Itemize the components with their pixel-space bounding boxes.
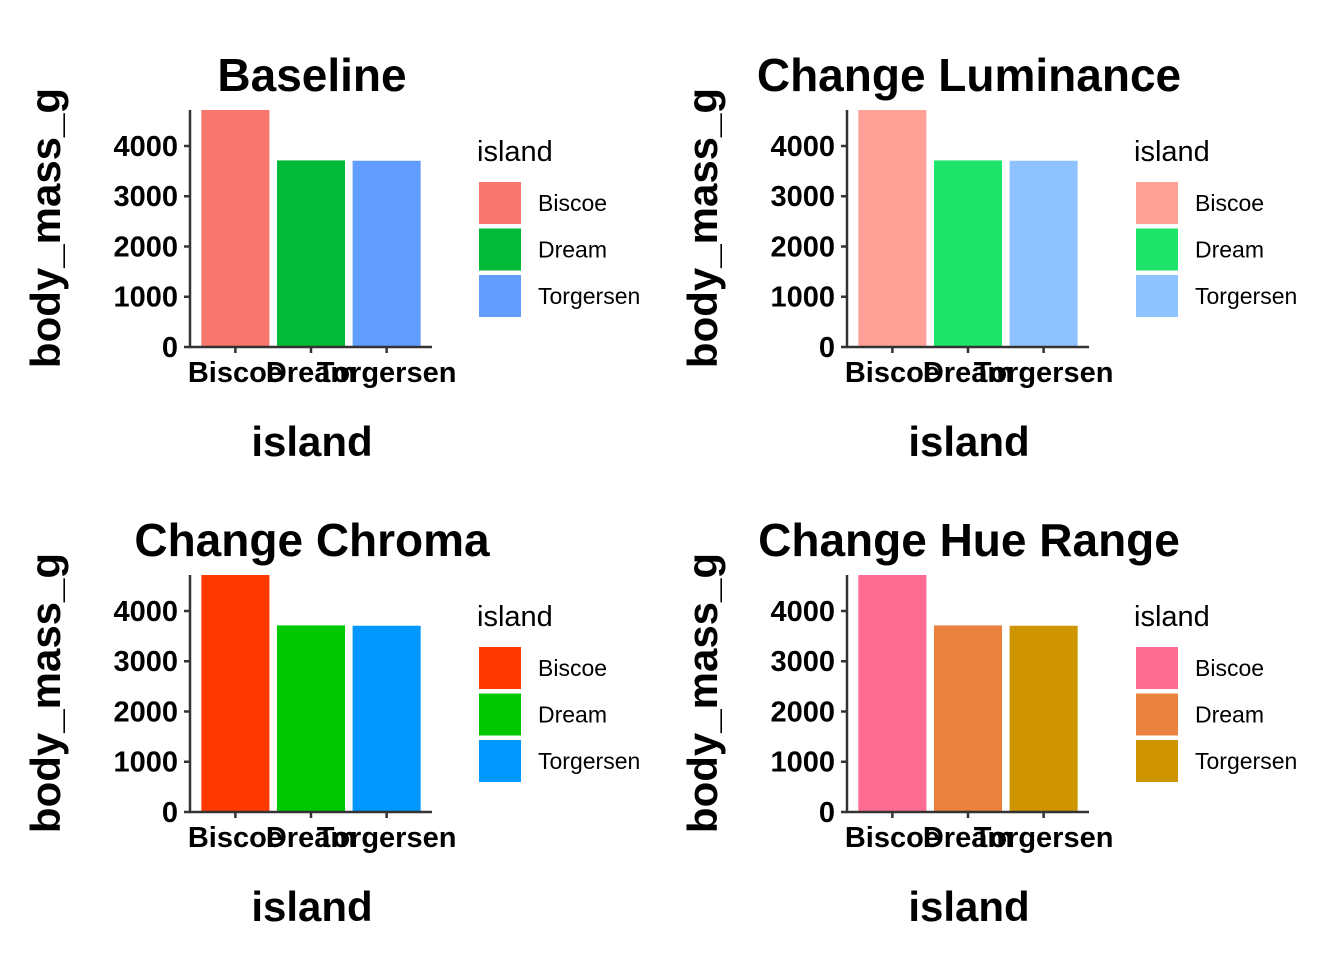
legend-title: island [477, 601, 553, 633]
y-axis-title: body_mass_g [22, 88, 69, 368]
y-tick-label: 4000 [113, 131, 178, 163]
legend: island Biscoe Dream Torgersen [477, 136, 640, 317]
x-axis-title: island [908, 418, 1029, 465]
y-tick-label: 4000 [113, 596, 178, 628]
y-tick-label: 0 [819, 797, 835, 829]
y-tick-label: 2000 [770, 231, 835, 263]
chart-title: Baseline [217, 49, 406, 101]
x-tick-label: Torgersen [974, 357, 1114, 389]
legend: island Biscoe Dream Torgersen [477, 601, 640, 782]
legend-label: Dream [538, 702, 607, 728]
y-tick-label: 2000 [113, 231, 178, 263]
chart-panel-3: Change ChromaBiscoeDreamTorgersen0100020… [22, 514, 640, 930]
legend-label: Dream [1195, 237, 1264, 263]
legend-label: Torgersen [1195, 748, 1297, 774]
chart-panel-2: Change LuminanceBiscoeDreamTorgersen0100… [679, 49, 1297, 465]
y-tick-label: 4000 [770, 596, 835, 628]
bar-torgersen [352, 625, 421, 812]
y-tick-label: 0 [162, 797, 178, 829]
bar-dream [276, 160, 346, 347]
x-tick-label: Torgersen [317, 357, 457, 389]
legend-key-torgersen [1136, 740, 1178, 782]
x-tick-label: Dream [266, 357, 356, 389]
legend-label: Biscoe [1195, 655, 1264, 681]
y-tick-label: 2000 [113, 696, 178, 728]
legend-key-torgersen [1136, 275, 1178, 317]
x-tick-label: Biscoe [845, 357, 940, 389]
y-tick-label: 4000 [770, 131, 835, 163]
legend-title: island [1134, 136, 1210, 168]
y-axis-title: body_mass_g [679, 88, 726, 368]
bar-torgersen [1009, 625, 1078, 812]
x-axis-title: island [251, 883, 372, 930]
x-tick-label: Dream [266, 822, 356, 854]
legend-key-dream [1136, 228, 1178, 271]
chart-title: Change Chroma [134, 514, 490, 566]
chart-title: Change Luminance [757, 49, 1181, 101]
legend-key-torgersen [479, 740, 521, 782]
legend: island Biscoe Dream Torgersen [1134, 601, 1297, 782]
bar-biscoe [858, 110, 927, 347]
legend-label: Biscoe [1195, 190, 1264, 216]
chart-title: Change Hue Range [758, 514, 1180, 566]
legend-key-torgersen [479, 275, 521, 317]
bar-dream [276, 625, 346, 812]
legend-key-biscoe [479, 182, 521, 224]
legend-key-biscoe [1136, 647, 1178, 689]
x-tick-label: Torgersen [317, 822, 457, 854]
y-tick-label: 0 [819, 332, 835, 364]
legend-label: Dream [1195, 702, 1264, 728]
y-tick-label: 1000 [113, 282, 178, 314]
bar-biscoe [858, 575, 927, 812]
legend-label: Torgersen [538, 283, 640, 309]
legend-label: Torgersen [1195, 283, 1297, 309]
legend: island Biscoe Dream Torgersen [1134, 136, 1297, 317]
legend-key-dream [1136, 693, 1178, 736]
bar-dream [933, 625, 1003, 812]
bar-biscoe [201, 575, 270, 812]
legend-title: island [477, 136, 553, 168]
x-tick-label: Torgersen [974, 822, 1114, 854]
legend-label: Dream [538, 237, 607, 263]
y-tick-label: 3000 [770, 181, 835, 213]
x-tick-label: Biscoe [188, 357, 283, 389]
legend-label: Biscoe [538, 655, 607, 681]
y-tick-label: 0 [162, 332, 178, 364]
x-tick-label: Biscoe [845, 822, 940, 854]
y-tick-label: 3000 [770, 646, 835, 678]
y-axis-title: body_mass_g [22, 553, 69, 833]
legend-key-biscoe [479, 647, 521, 689]
y-tick-label: 3000 [113, 181, 178, 213]
bar-torgersen [1009, 160, 1078, 347]
legend-label: Torgersen [538, 748, 640, 774]
x-tick-label: Biscoe [188, 822, 283, 854]
y-tick-label: 2000 [770, 696, 835, 728]
x-axis-title: island [251, 418, 372, 465]
y-tick-label: 1000 [113, 747, 178, 779]
x-tick-label: Dream [923, 822, 1013, 854]
legend-key-dream [479, 693, 521, 736]
legend-label: Biscoe [538, 190, 607, 216]
legend-title: island [1134, 601, 1210, 633]
y-tick-label: 3000 [113, 646, 178, 678]
chart-panel-4: Change Hue RangeBiscoeDreamTorgersen0100… [679, 514, 1297, 930]
y-axis-title: body_mass_g [679, 553, 726, 833]
chart-panel-1: BaselineBiscoeDreamTorgersen010002000300… [22, 49, 640, 465]
bar-dream [933, 160, 1003, 347]
x-axis-title: island [908, 883, 1029, 930]
bar-torgersen [352, 160, 421, 347]
y-tick-label: 1000 [770, 282, 835, 314]
x-tick-label: Dream [923, 357, 1013, 389]
y-tick-label: 1000 [770, 747, 835, 779]
legend-key-dream [479, 228, 521, 271]
legend-key-biscoe [1136, 182, 1178, 224]
bar-biscoe [201, 110, 270, 347]
